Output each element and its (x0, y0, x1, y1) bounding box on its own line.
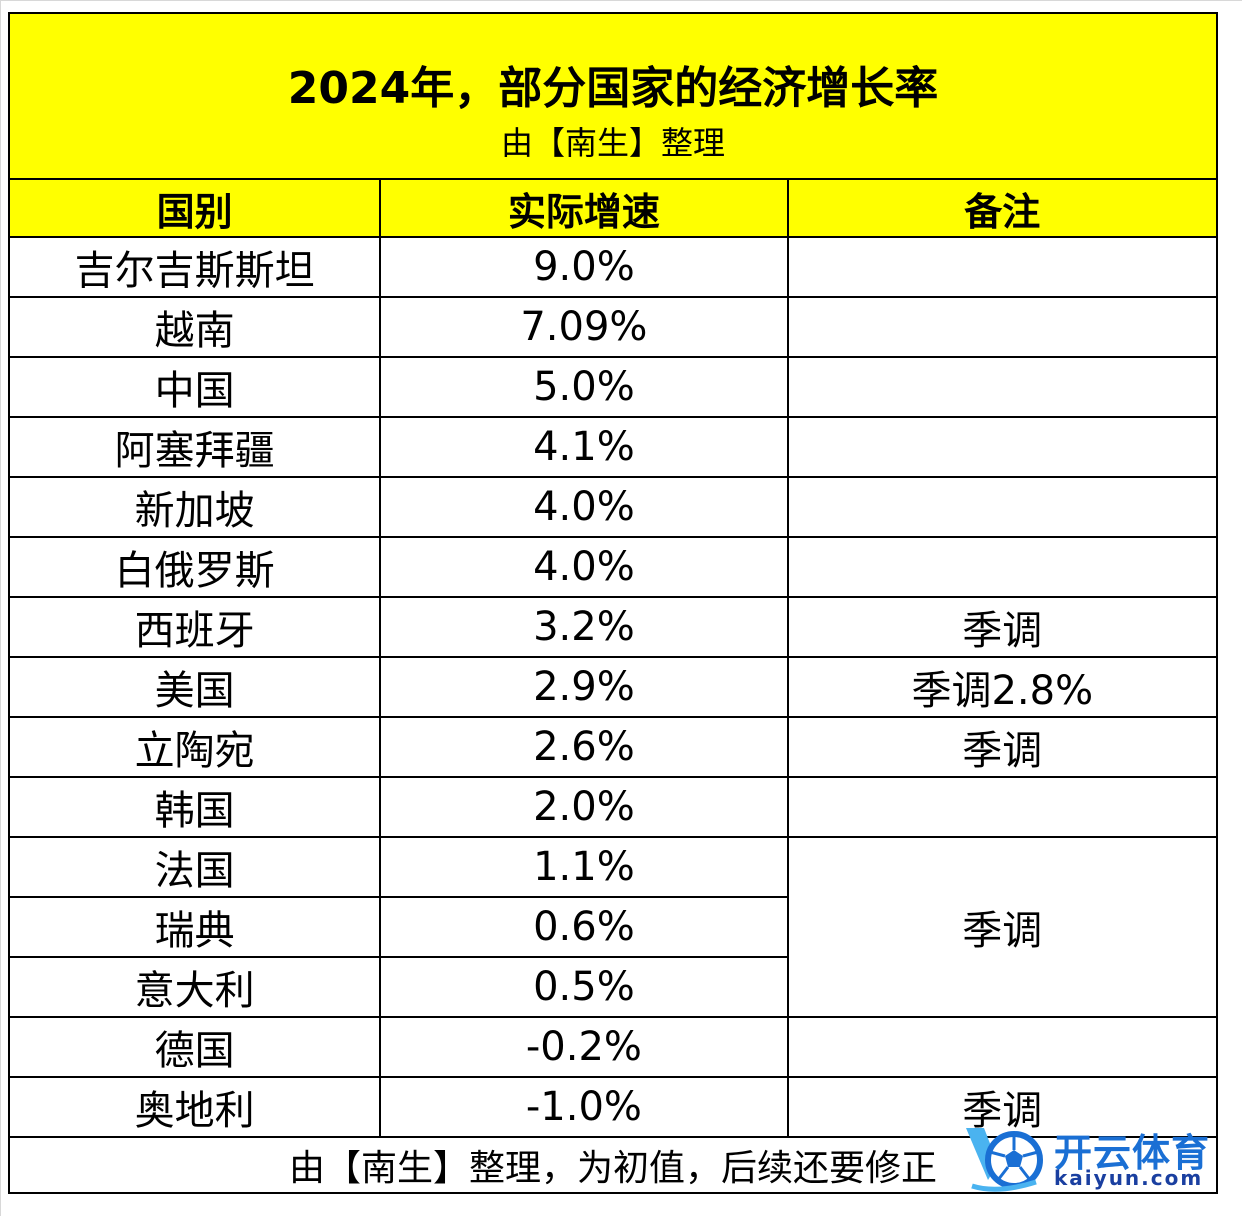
note-cell[interactable] (786, 236, 1216, 298)
country-cell[interactable]: 吉尔吉斯斯坦 (10, 236, 382, 298)
table-row: 奥地利 -1.0% 季调 (10, 1076, 1216, 1138)
table-row: 吉尔吉斯斯坦 9.0% (10, 236, 1216, 298)
watermark-domain: kaiyun.com (1054, 1166, 1204, 1190)
note-cell[interactable] (786, 536, 1216, 598)
watermark: 开云体育 kaiyun.com (958, 1118, 1228, 1198)
note-cell[interactable]: 季调 (786, 1076, 1216, 1138)
header-row: 国别 实际增速 备注 (10, 180, 1216, 238)
country-cell[interactable]: 韩国 (10, 776, 382, 838)
table-row: 中国 5.0% (10, 356, 1216, 418)
growth-cell[interactable]: 2.0% (379, 776, 789, 838)
title-block: 2024年，部分国家的经济增长率 由【南生】整理 (10, 14, 1216, 180)
table-row: 新加坡 4.0% (10, 476, 1216, 538)
growth-cell[interactable]: 9.0% (379, 236, 789, 298)
country-cell[interactable]: 德国 (10, 1016, 382, 1078)
table-row: 阿塞拜疆 4.1% (10, 416, 1216, 478)
table-row: 立陶宛 2.6% 季调 (10, 716, 1216, 778)
note-cell[interactable]: 季调 (786, 716, 1216, 778)
country-cell[interactable]: 立陶宛 (10, 716, 382, 778)
growth-cell[interactable]: 4.0% (379, 476, 789, 538)
note-cell[interactable] (786, 296, 1216, 358)
note-cell[interactable] (786, 476, 1216, 538)
country-cell[interactable]: 瑞典 (10, 896, 382, 958)
note-cell[interactable]: 季调 (786, 596, 1216, 658)
country-cell[interactable]: 西班牙 (10, 596, 382, 658)
table-row: 韩国 2.0% (10, 776, 1216, 838)
country-cell[interactable]: 新加坡 (10, 476, 382, 538)
table-row: 美国 2.9% 季调2.8% (10, 656, 1216, 718)
growth-cell[interactable]: -0.2% (379, 1016, 789, 1078)
growth-cell[interactable]: 0.6% (379, 896, 788, 958)
country-cell[interactable]: 意大利 (10, 956, 382, 1018)
country-cell[interactable]: 奥地利 (10, 1076, 382, 1138)
country-cell[interactable]: 中国 (10, 356, 382, 418)
table-row: 瑞典 0.6% (10, 896, 1216, 958)
column-header-growth[interactable]: 实际增速 (379, 180, 789, 238)
growth-cell[interactable]: 7.09% (379, 296, 789, 358)
growth-cell[interactable]: 0.5% (379, 956, 788, 1018)
growth-table: 国别 实际增速 备注 吉尔吉斯斯坦 9.0% 越南 7.09% 中国 5.0% (10, 180, 1216, 1192)
table-row: 西班牙 3.2% 季调 (10, 596, 1216, 658)
table-row: 白俄罗斯 4.0% (10, 536, 1216, 598)
country-cell[interactable]: 美国 (10, 656, 382, 718)
growth-cell[interactable]: 1.1% (379, 836, 789, 898)
note-cell-merged[interactable]: 季调 (786, 836, 1216, 1018)
page-subtitle: 由【南生】整理 (500, 124, 725, 162)
growth-cell[interactable]: 2.9% (379, 656, 789, 718)
note-cell[interactable] (786, 776, 1216, 838)
watermark-brand: 开云体育 (1054, 1131, 1211, 1175)
note-cell[interactable] (786, 356, 1216, 418)
country-cell[interactable]: 白俄罗斯 (10, 536, 382, 598)
note-cell[interactable] (786, 416, 1216, 478)
country-cell[interactable]: 阿塞拜疆 (10, 416, 382, 478)
growth-cell[interactable]: 5.0% (379, 356, 789, 418)
soccer-ball-logo-icon (966, 1128, 1043, 1192)
country-cell[interactable]: 越南 (10, 296, 382, 358)
country-cell[interactable]: 法国 (10, 836, 382, 898)
growth-cell[interactable]: 3.2% (379, 596, 789, 658)
column-header-note[interactable]: 备注 (786, 180, 1216, 238)
growth-cell[interactable]: -1.0% (379, 1076, 789, 1138)
table-row: 德国 -0.2% (10, 1016, 1216, 1078)
table-row: 越南 7.09% (10, 296, 1216, 358)
growth-cell[interactable]: 2.6% (379, 716, 789, 778)
table-row: 意大利 0.5% (10, 956, 1216, 1018)
growth-cell[interactable]: 4.1% (379, 416, 789, 478)
column-header-country[interactable]: 国别 (10, 180, 382, 238)
note-cell[interactable]: 季调2.8% (786, 656, 1216, 718)
table-row: 法国 1.1% 季调 (10, 836, 1216, 1018)
growth-cell[interactable]: 4.0% (379, 536, 789, 598)
growth-table-container: 2024年，部分国家的经济增长率 由【南生】整理 国别 实际增速 备注 吉尔吉斯… (8, 12, 1218, 1194)
note-cell[interactable] (786, 1016, 1216, 1078)
page-title: 2024年，部分国家的经济增长率 (287, 63, 939, 114)
